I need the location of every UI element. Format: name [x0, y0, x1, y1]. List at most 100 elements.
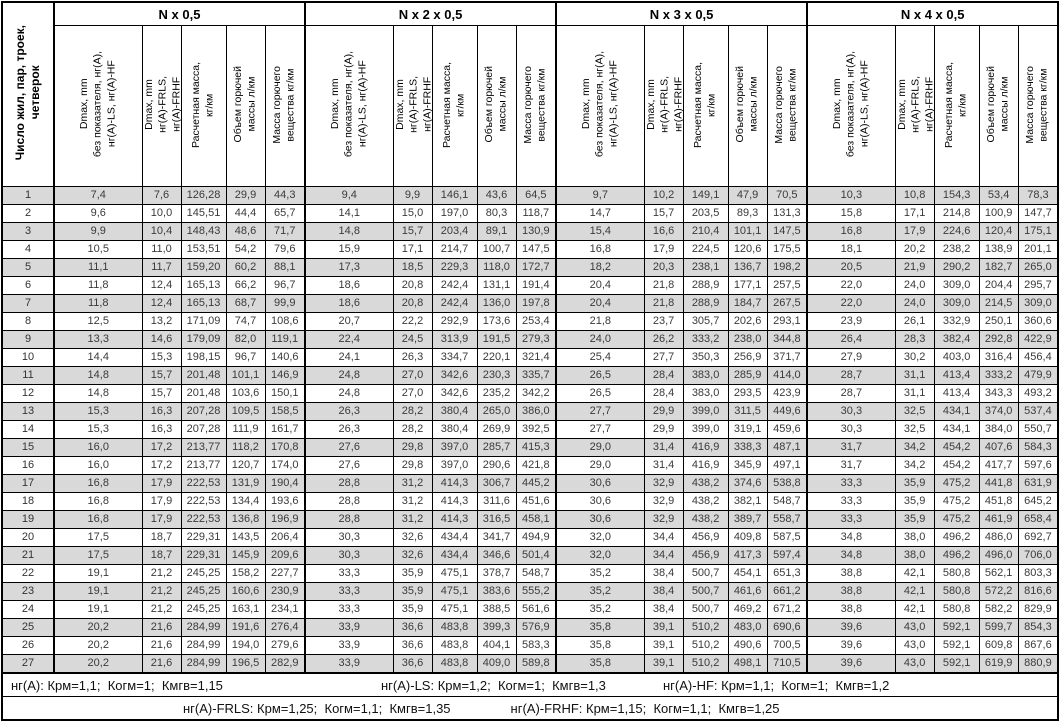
table-cell: 256,9 — [727, 348, 768, 367]
table-cell: 201,1 — [1017, 240, 1059, 259]
table-cell: 245,25 — [180, 582, 227, 601]
table-cell: 250,1 — [978, 312, 1019, 331]
row-number-cell: 24 — [1, 600, 55, 619]
table-cell: 154,3 — [933, 186, 980, 205]
table-cell: 32,5 — [894, 420, 935, 439]
table-cell: 16,3 — [141, 402, 182, 421]
table-cell: 380,4 — [431, 402, 478, 421]
table-cell: 651,3 — [766, 564, 808, 583]
table-cell: 32,9 — [643, 492, 684, 511]
table-cell: 32,5 — [894, 402, 935, 421]
table-cell: 490,6 — [727, 636, 768, 655]
table-cell: 27,6 — [304, 438, 394, 457]
table-cell: 309,0 — [1017, 294, 1059, 313]
table-cell: 583,3 — [515, 636, 557, 655]
table-cell: 407,6 — [978, 438, 1019, 457]
column-header-g4-c4: Объем горючей массы л/км — [978, 25, 1019, 187]
table-cell: 16,0 — [53, 456, 143, 475]
table-cell: 33,3 — [806, 474, 896, 493]
table-cell: 159,20 — [180, 258, 227, 277]
coefficients-line-2: нг(А)-FRLS: Крм=1,25; Когм=1,1; Кмгв=1,3… — [3, 701, 1057, 716]
table-row: 11 14,8 15,7 201,48 101,1 146,9 24,8 27,0 342,6 2… — [1, 366, 1059, 385]
table-cell: 10,2 — [643, 186, 684, 205]
table-cell: 576,9 — [515, 618, 557, 637]
table-cell: 510,2 — [682, 654, 729, 674]
table-cell: 146,9 — [264, 366, 306, 385]
table-cell: 378,7 — [476, 564, 517, 583]
table-cell: 29,9 — [225, 186, 266, 205]
row-number-cell: 20 — [1, 528, 55, 547]
column-header-g3-c3: Расчетная масса, кг/км — [682, 25, 729, 187]
table-cell: 550,7 — [1017, 420, 1059, 439]
table-cell: 33,3 — [304, 564, 394, 583]
row-number-cell: 1 — [1, 186, 55, 205]
table-cell: 288,9 — [682, 276, 729, 295]
column-header-label: Расчетная масса, кг/км — [691, 61, 718, 148]
table-cell: 257,5 — [766, 276, 808, 295]
table-cell: 43,6 — [476, 186, 517, 205]
table-cell: 309,0 — [933, 294, 980, 313]
table-cell: 403,0 — [933, 348, 980, 367]
table-cell: 342,2 — [515, 384, 557, 403]
column-header-label: Масса горючего вещества кг/км — [1024, 65, 1050, 144]
table-cell: 24,0 — [894, 276, 935, 295]
table-cell: 136,7 — [727, 258, 768, 277]
row-number-cell: 4 — [1, 240, 55, 259]
table-cell: 342,6 — [431, 366, 478, 385]
table-cell: 13,3 — [53, 330, 143, 349]
table-cell: 11,8 — [53, 276, 143, 295]
table-cell: 16,0 — [53, 438, 143, 457]
table-cell: 338,3 — [727, 438, 768, 457]
table-cell: 345,9 — [727, 456, 768, 475]
table-cell: 149,1 — [682, 186, 729, 205]
table-cell: 17,3 — [304, 258, 394, 277]
table-cell: 150,1 — [264, 384, 306, 403]
column-header-g2-c4: Объем горючей массы л/км — [476, 25, 517, 187]
table-cell: 449,6 — [766, 402, 808, 421]
table-cell: 493,2 — [1017, 384, 1059, 403]
table-cell: 475,1 — [431, 600, 478, 619]
table-cell: 197,8 — [515, 294, 557, 313]
table-cell: 96,7 — [264, 276, 306, 295]
table-cell: 204,4 — [978, 276, 1019, 295]
row-number-cell: 5 — [1, 258, 55, 277]
table-cell: 53,4 — [978, 186, 1019, 205]
row-number-cell: 12 — [1, 384, 55, 403]
table-row: 13 15,3 16,3 207,28 109,5 158,5 26,3 28,2 380,4 2… — [1, 402, 1059, 421]
table-cell: 28,3 — [894, 330, 935, 349]
table-cell: 17,2 — [141, 456, 182, 475]
table-cell: 7,4 — [53, 186, 143, 205]
table-cell: 96,7 — [225, 348, 266, 367]
table-cell: 27,9 — [806, 348, 896, 367]
table-cell: 20,2 — [894, 240, 935, 259]
table-cell: 34,2 — [894, 456, 935, 475]
table-row: 3 9,9 10,4 148,43 48,6 71,7 14,8 15,7 203,4 89,1 1… — [1, 222, 1059, 241]
table-cell: 269,9 — [476, 420, 517, 439]
footer-row-1: нг(А): Крм=1,1; Когм=1; Кмгв=1,15 нг(А)-… — [1, 672, 1059, 697]
column-header-label: Масса горючего вещества кг/км — [522, 65, 548, 144]
table-cell: 134,4 — [225, 492, 266, 511]
table-cell: 17,9 — [894, 222, 935, 241]
table-cell: 24,1 — [304, 348, 394, 367]
column-header-label: Объем горючей массы л/км — [733, 66, 760, 143]
table-cell: 220,1 — [476, 348, 517, 367]
table-header: Число жил, пар, троек, четверок N x 0,5 … — [1, 1, 1059, 187]
corner-header-label: Число жил, пар, троек, четверок — [13, 25, 42, 161]
table-cell: 21,9 — [894, 258, 935, 277]
table-cell: 23,7 — [643, 312, 684, 331]
table-cell: 456,4 — [1017, 348, 1059, 367]
table-cell: 172,7 — [515, 258, 557, 277]
table-cell: 35,9 — [894, 474, 935, 493]
table-cell: 316,4 — [978, 348, 1019, 367]
table-cell: 126,28 — [180, 186, 227, 205]
table-cell: 454,1 — [727, 564, 768, 583]
table-cell: 20,4 — [555, 276, 645, 295]
table-row: 6 11,8 12,4 165,13 66,2 96,7 18,6 20,8 242,4 131,… — [1, 276, 1059, 295]
table-row: 14 15,3 16,3 207,28 111,9 161,7 26,3 28,2 380,4 2… — [1, 420, 1059, 439]
table-cell: 413,4 — [933, 366, 980, 385]
table-cell: 26,2 — [643, 330, 684, 349]
table-cell: 158,2 — [225, 564, 266, 583]
table-cell: 179,09 — [180, 330, 227, 349]
row-number-cell: 13 — [1, 402, 55, 421]
table-cell: 42,1 — [894, 582, 935, 601]
